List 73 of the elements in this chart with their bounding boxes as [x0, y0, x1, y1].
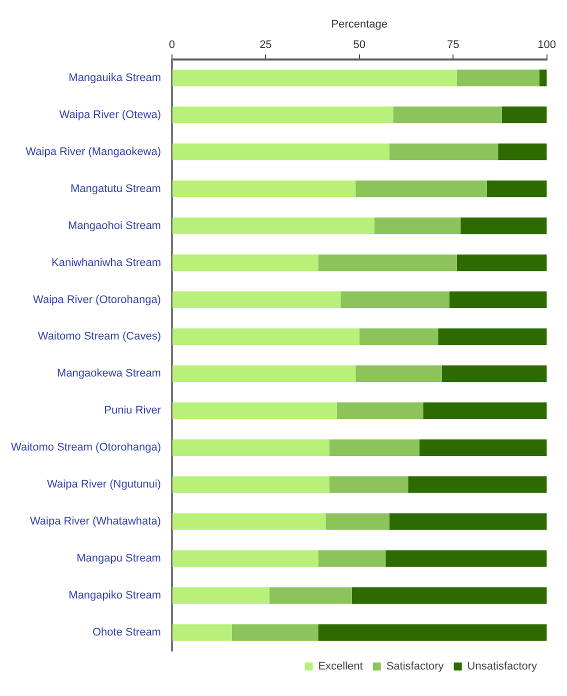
bar — [172, 106, 394, 124]
bar — [460, 217, 547, 234]
bar — [172, 439, 330, 456]
legend-label: Unsatisfactory — [467, 660, 538, 673]
x-axis-title: Percentage — [331, 18, 388, 31]
legend-label: Excellent — [318, 660, 363, 673]
bar — [336, 402, 424, 419]
bar — [172, 402, 337, 419]
y-tick-label: Waipa River (Mangaokewa) — [26, 146, 161, 158]
x-tick-label: 75 — [446, 38, 460, 51]
bar — [408, 476, 547, 493]
bar — [449, 291, 547, 308]
bar — [172, 550, 318, 567]
bar — [172, 144, 390, 160]
bar — [172, 217, 374, 234]
bar — [318, 550, 386, 567]
y-tick-label: Mangaohoi Stream — [68, 220, 161, 232]
bar — [359, 328, 438, 346]
bar — [172, 365, 356, 382]
bar — [356, 365, 442, 382]
bar — [172, 587, 270, 604]
bar — [172, 328, 360, 346]
y-tick-label: Waipa River (Ngutunui) — [47, 478, 161, 491]
bar — [539, 70, 547, 86]
bar — [486, 180, 547, 198]
bar — [329, 476, 408, 493]
bar — [232, 624, 318, 641]
bar — [498, 144, 547, 160]
bar — [172, 624, 232, 641]
bar — [172, 180, 356, 198]
bar — [393, 106, 502, 124]
x-tick-label: 0 — [168, 38, 176, 51]
x-tick-label: 100 — [538, 38, 556, 51]
bar — [318, 254, 457, 272]
bar — [172, 476, 330, 493]
y-tick-label: Mangatutu Stream — [70, 182, 161, 195]
bar — [352, 587, 547, 604]
bar — [329, 439, 420, 456]
bar — [326, 513, 390, 530]
bar — [318, 624, 547, 641]
bar — [269, 587, 352, 604]
y-tick-label: Mangaokewa Stream — [57, 368, 161, 380]
bar — [386, 550, 547, 567]
bar — [172, 513, 326, 530]
bar — [442, 365, 547, 382]
bar — [374, 217, 461, 234]
x-tick-label: 25 — [260, 38, 272, 51]
y-tick-label: Waipa River (Otorohanga) — [33, 294, 161, 306]
bar — [389, 513, 547, 530]
y-tick-label: Kaniwhaniwha Stream — [52, 256, 161, 269]
bar — [172, 291, 341, 308]
y-tick-label: Mangauika Stream — [68, 72, 161, 84]
y-tick-label: Waitomo Stream (Otorohanga) — [11, 442, 161, 454]
bar — [456, 254, 547, 272]
bar — [502, 106, 547, 124]
y-tick-label: Puniu River — [104, 404, 162, 417]
bar — [340, 291, 450, 308]
y-tick-label: Mangapiko Stream — [68, 590, 161, 602]
bar — [419, 439, 547, 456]
bar — [389, 144, 498, 160]
bar — [172, 70, 457, 86]
bar — [172, 254, 318, 272]
bar — [438, 328, 547, 346]
bar — [423, 402, 547, 419]
y-tick-label: Waitomo Stream (Caves) — [38, 330, 161, 343]
bar — [356, 180, 487, 198]
y-tick-label: Waipa River (Whatawhata) — [30, 516, 161, 528]
bar — [456, 70, 540, 86]
x-tick-label: 50 — [353, 38, 366, 51]
legend-label: Satisfactory — [386, 660, 444, 673]
y-tick-label: Mangapu Stream — [76, 552, 161, 565]
y-tick-label: Ohote Stream — [92, 626, 161, 639]
y-tick-label: Waipa River (Otewa) — [59, 108, 161, 121]
